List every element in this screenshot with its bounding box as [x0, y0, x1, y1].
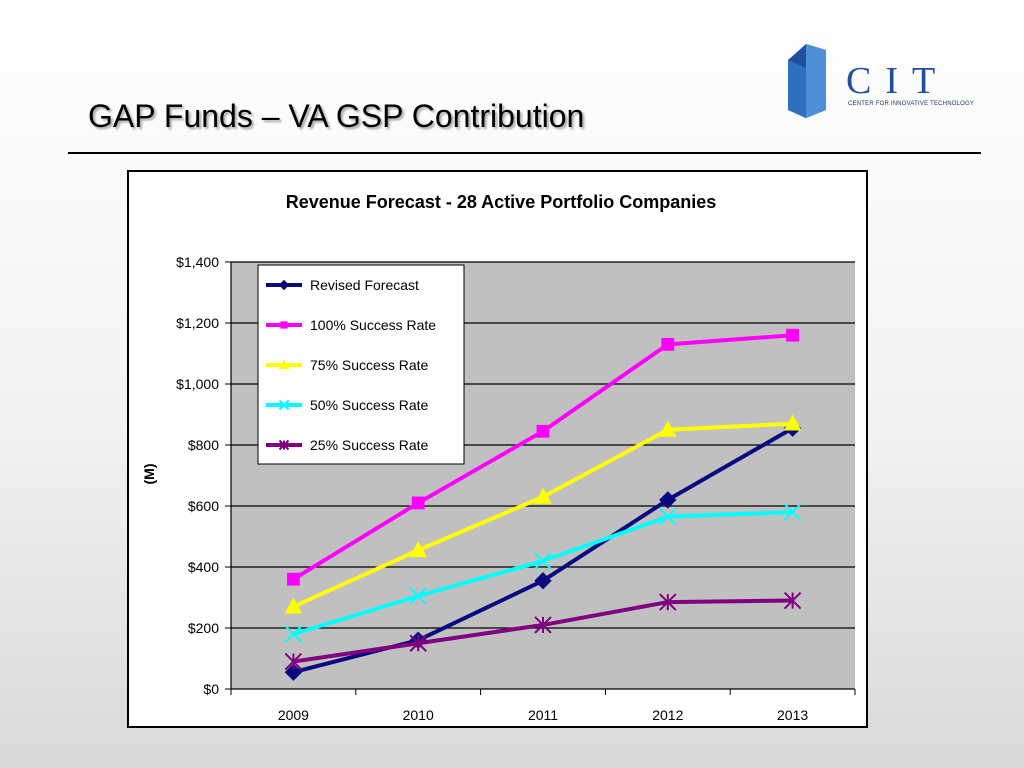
marker-stroke	[659, 507, 677, 526]
legend: Revised Forecast 100% Success Rate 75% Suc…	[257, 264, 465, 465]
marker-stroke	[278, 399, 290, 411]
data-point	[534, 487, 552, 504]
data-point	[534, 572, 552, 590]
series-100-success-rate	[287, 328, 799, 586]
legend-item: 100% Success Rate	[266, 317, 436, 333]
data-point	[278, 439, 290, 451]
y-tick-label: $400	[188, 559, 219, 575]
series-75-success-rate	[284, 414, 802, 614]
x-tick-label: 2012	[652, 707, 683, 723]
legend-label: 75% Success Rate	[310, 357, 428, 373]
logo-wordmark: CIT	[846, 60, 950, 102]
legend-item: Revised Forecast	[266, 277, 419, 293]
legend-item: 50% Success Rate	[266, 397, 428, 413]
data-point	[783, 503, 802, 521]
data-point	[659, 507, 677, 526]
data-point	[284, 597, 303, 614]
data-point	[278, 359, 290, 370]
chart-frame: Revenue Forecast - 28 Active Portfolio C…	[127, 170, 868, 728]
x-tick-label: 2010	[403, 707, 434, 723]
x-tick-label: 2013	[777, 707, 808, 723]
chart-title: Revenue Forecast - 28 Active Portfolio C…	[286, 192, 716, 212]
x-tick-label: 2011	[528, 707, 558, 723]
data-point	[659, 491, 677, 509]
y-tick-label: $800	[188, 437, 219, 453]
logo-tagline: CENTER FOR INNOVATIVE TECHNOLOGY	[848, 101, 975, 107]
marker-stroke	[783, 503, 802, 521]
legend-label: 50% Success Rate	[310, 397, 428, 413]
axes: $0 $200 $400 $600 $800 $1,000 $1,200 $1,400 2009…	[176, 254, 856, 723]
y-tick-label: $600	[188, 498, 219, 514]
title-divider	[68, 152, 981, 154]
legend-label: Revised Forecast	[310, 277, 419, 293]
y-axis-title: (M)	[141, 464, 157, 485]
data-point	[659, 593, 677, 611]
data-point	[783, 414, 802, 431]
data-point	[278, 279, 290, 291]
data-point	[278, 399, 290, 411]
data-point	[284, 625, 303, 643]
series	[284, 328, 802, 681]
data-point	[287, 572, 300, 586]
x-tick-label: 2009	[278, 707, 309, 723]
data-point	[284, 663, 303, 681]
legend-label: 100% Success Rate	[310, 317, 436, 333]
y-tick-label: $1,400	[176, 254, 219, 270]
series-50-success-rate	[284, 503, 802, 643]
data-point	[534, 552, 552, 570]
data-point	[786, 328, 799, 342]
y-tick-label: $200	[188, 620, 219, 636]
data-point	[783, 591, 802, 610]
data-point	[409, 634, 427, 652]
data-point	[536, 424, 550, 438]
legend-item: 25% Success Rate	[266, 437, 428, 453]
cit-logo-icon	[788, 44, 826, 118]
data-point	[409, 587, 427, 605]
marker-stroke	[284, 625, 303, 643]
series-25-success-rate	[284, 591, 802, 671]
data-point	[280, 321, 288, 329]
marker-stroke	[409, 587, 427, 605]
y-tick-label: $1,200	[176, 315, 219, 331]
data-point	[658, 420, 677, 437]
data-point	[284, 652, 303, 671]
y-tick-label: $1,000	[176, 376, 219, 392]
data-point	[409, 541, 428, 558]
legend-item: 75% Success Rate	[266, 357, 428, 373]
data-point	[661, 337, 675, 351]
revenue-forecast-chart: Revenue Forecast - 28 Active Portfolio C…	[141, 192, 856, 723]
data-point	[534, 616, 552, 634]
y-tick-label: $0	[203, 681, 219, 697]
marker-stroke	[534, 552, 552, 570]
legend-label: 25% Success Rate	[310, 437, 428, 453]
slide-title: GAP Funds – VA GSP Contribution	[88, 98, 585, 134]
data-point	[411, 496, 425, 510]
